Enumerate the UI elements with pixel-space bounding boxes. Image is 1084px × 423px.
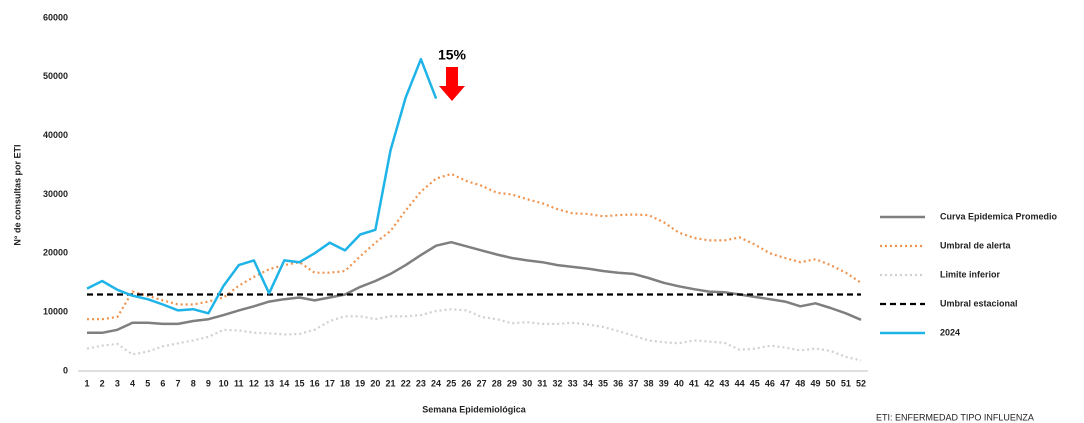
x-tick-label: 5 xyxy=(145,378,150,388)
legend-label: Umbral de alerta xyxy=(940,240,1012,250)
x-tick-label: 36 xyxy=(613,378,623,388)
series-line xyxy=(87,240,862,335)
x-tick-label: 30 xyxy=(522,378,532,388)
x-tick-label: 26 xyxy=(461,378,471,388)
x-tick-label: 25 xyxy=(446,378,456,388)
series-line xyxy=(86,57,438,315)
x-tick-label: 43 xyxy=(719,378,729,388)
x-tick-label: 48 xyxy=(795,378,805,388)
series-line xyxy=(86,308,862,362)
y-tick-label: 30000 xyxy=(43,189,68,199)
x-tick-label: 12 xyxy=(249,378,259,388)
x-tick-label: 35 xyxy=(598,378,608,388)
x-tick-label: 6 xyxy=(160,378,165,388)
x-tick-label: 27 xyxy=(477,378,487,388)
legend-label: 2024 xyxy=(940,327,960,337)
x-tick-label: 20 xyxy=(370,378,380,388)
x-tick-label: 51 xyxy=(841,378,851,388)
x-tick-label: 44 xyxy=(735,378,745,388)
x-tick-label: 22 xyxy=(401,378,411,388)
x-tick-label: 4 xyxy=(130,378,135,388)
x-tick-label: 19 xyxy=(355,378,365,388)
x-tick-label: 9 xyxy=(206,378,211,388)
y-axis-title: N° de consultas por ETI xyxy=(12,144,22,245)
x-tick-label: 2 xyxy=(100,378,105,388)
x-tick-label: 37 xyxy=(628,378,638,388)
x-tick-label: 16 xyxy=(310,378,320,388)
legend-label: Curva Epidemica Promedio xyxy=(940,211,1058,221)
x-tick-label: 42 xyxy=(704,378,714,388)
x-tick-label: 47 xyxy=(780,378,790,388)
legend-label: Limite inferior xyxy=(940,269,1001,279)
x-tick-label: 46 xyxy=(765,378,775,388)
x-tick-label: 1 xyxy=(84,378,89,388)
y-tick-label: 0 xyxy=(63,365,68,375)
arrow xyxy=(439,67,465,101)
x-axis-title: Semana Epidemiológica xyxy=(422,404,527,414)
x-tick-label: 45 xyxy=(750,378,760,388)
footnote: ETI: ENFERMEDAD TIPO INFLUENZA xyxy=(876,412,1034,422)
x-tick-label: 33 xyxy=(568,378,578,388)
y-tick-label: 10000 xyxy=(43,307,68,317)
x-tick-label: 17 xyxy=(325,378,335,388)
x-tick-label: 23 xyxy=(416,378,426,388)
x-tick-label: 7 xyxy=(176,378,181,388)
x-tick-label: 8 xyxy=(191,378,196,388)
x-tick-label: 32 xyxy=(552,378,562,388)
x-tick-label: 31 xyxy=(537,378,547,388)
annotation: 15% xyxy=(438,47,467,63)
x-tick-label: 39 xyxy=(659,378,669,388)
x-tick-label: 3 xyxy=(115,378,120,388)
y-tick-label: 50000 xyxy=(43,71,68,81)
x-tick-label: 21 xyxy=(386,378,396,388)
x-tick-label: 34 xyxy=(583,378,593,388)
x-tick-label: 50 xyxy=(826,378,836,388)
y-tick-label: 40000 xyxy=(43,130,68,140)
x-tick-label: 41 xyxy=(689,378,699,388)
x-tick-label: 52 xyxy=(856,378,866,388)
x-tick-label: 13 xyxy=(264,378,274,388)
x-tick-label: 49 xyxy=(810,378,820,388)
y-tick-label: 20000 xyxy=(43,248,68,258)
legend-label: Umbral estacional xyxy=(940,298,1018,308)
x-tick-label: 40 xyxy=(674,378,684,388)
x-tick-label: 10 xyxy=(219,378,229,388)
x-tick-label: 18 xyxy=(340,378,350,388)
x-tick-label: 38 xyxy=(644,378,654,388)
x-tick-label: 15 xyxy=(294,378,304,388)
x-tick-label: 24 xyxy=(431,378,441,388)
x-tick-label: 28 xyxy=(492,378,502,388)
y-tick-label: 60000 xyxy=(43,12,68,22)
x-tick-label: 11 xyxy=(234,378,244,388)
x-tick-label: 29 xyxy=(507,378,517,388)
x-tick-label: 14 xyxy=(279,378,289,388)
series-line xyxy=(87,172,862,321)
